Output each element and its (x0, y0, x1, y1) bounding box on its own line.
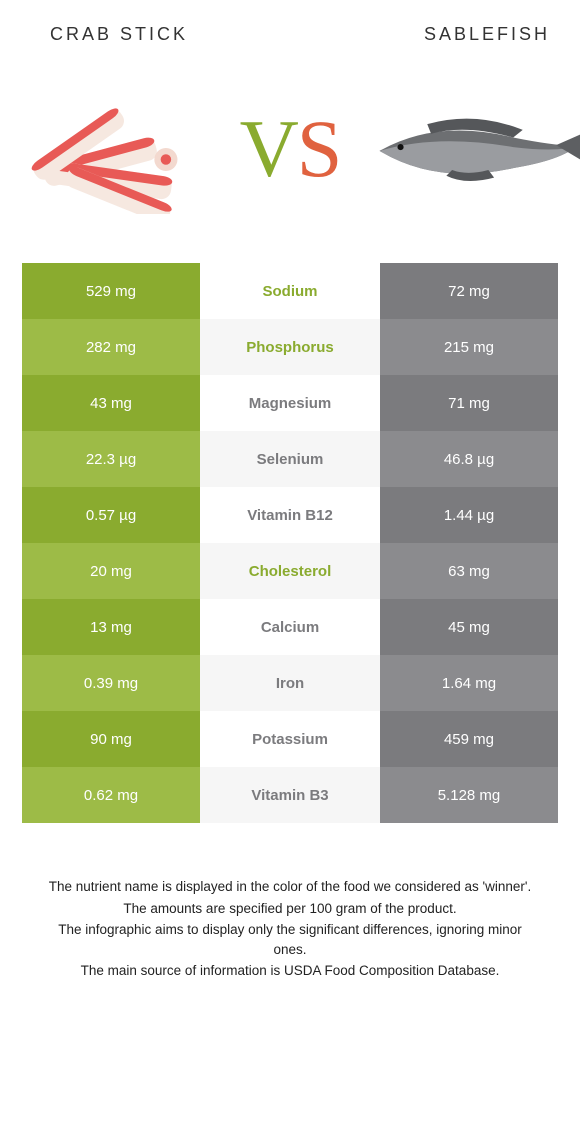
value-right: 63 mg (380, 543, 558, 599)
value-left: 0.57 µg (22, 487, 200, 543)
value-right: 46.8 µg (380, 431, 558, 487)
vs-label: VS (240, 108, 341, 190)
crab-stick-icon (0, 84, 210, 214)
nutrient-table: 529 mgSodium72 mg282 mgPhosphorus215 mg4… (22, 263, 558, 823)
value-left: 529 mg (22, 263, 200, 319)
value-right: 459 mg (380, 711, 558, 767)
footnote-line: The main source of information is USDA F… (40, 961, 540, 981)
nutrient-label: Phosphorus (200, 319, 380, 375)
value-right: 45 mg (380, 599, 558, 655)
table-row: 0.57 µgVitamin B121.44 µg (22, 487, 558, 543)
title-bar: Crab stick Sablefish (0, 0, 580, 45)
nutrient-label: Magnesium (200, 375, 380, 431)
value-left: 0.62 mg (22, 767, 200, 823)
nutrient-label: Selenium (200, 431, 380, 487)
footnote-line: The nutrient name is displayed in the co… (40, 877, 540, 897)
value-left: 282 mg (22, 319, 200, 375)
footnotes: The nutrient name is displayed in the co… (40, 877, 540, 981)
title-left: Crab stick (50, 24, 188, 45)
hero-row: VS (0, 45, 580, 255)
nutrient-label: Iron (200, 655, 380, 711)
nutrient-label: Calcium (200, 599, 380, 655)
value-left: 43 mg (22, 375, 200, 431)
nutrient-label: Vitamin B3 (200, 767, 380, 823)
title-right: Sablefish (424, 24, 550, 45)
table-row: 20 mgCholesterol63 mg (22, 543, 558, 599)
value-left: 0.39 mg (22, 655, 200, 711)
nutrient-label: Vitamin B12 (200, 487, 380, 543)
sablefish-icon (370, 84, 580, 214)
vs-v: V (240, 103, 297, 194)
value-right: 5.128 mg (380, 767, 558, 823)
food-image-right (370, 84, 580, 214)
table-row: 282 mgPhosphorus215 mg (22, 319, 558, 375)
infographic-wrap: Crab stick Sablefish (0, 0, 580, 1003)
value-right: 71 mg (380, 375, 558, 431)
value-left: 20 mg (22, 543, 200, 599)
nutrient-label: Potassium (200, 711, 380, 767)
table-row: 13 mgCalcium45 mg (22, 599, 558, 655)
footnote-line: The infographic aims to display only the… (40, 920, 540, 959)
nutrient-label: Sodium (200, 263, 380, 319)
value-right: 1.64 mg (380, 655, 558, 711)
table-row: 43 mgMagnesium71 mg (22, 375, 558, 431)
value-right: 1.44 µg (380, 487, 558, 543)
value-right: 215 mg (380, 319, 558, 375)
value-left: 22.3 µg (22, 431, 200, 487)
footnote-line: The amounts are specified per 100 gram o… (40, 899, 540, 919)
nutrient-label: Cholesterol (200, 543, 380, 599)
value-right: 72 mg (380, 263, 558, 319)
table-row: 529 mgSodium72 mg (22, 263, 558, 319)
value-left: 13 mg (22, 599, 200, 655)
vs-s: S (297, 103, 341, 194)
table-row: 0.39 mgIron1.64 mg (22, 655, 558, 711)
value-left: 90 mg (22, 711, 200, 767)
table-row: 0.62 mgVitamin B35.128 mg (22, 767, 558, 823)
table-row: 22.3 µgSelenium46.8 µg (22, 431, 558, 487)
table-row: 90 mgPotassium459 mg (22, 711, 558, 767)
food-image-left (0, 84, 210, 214)
